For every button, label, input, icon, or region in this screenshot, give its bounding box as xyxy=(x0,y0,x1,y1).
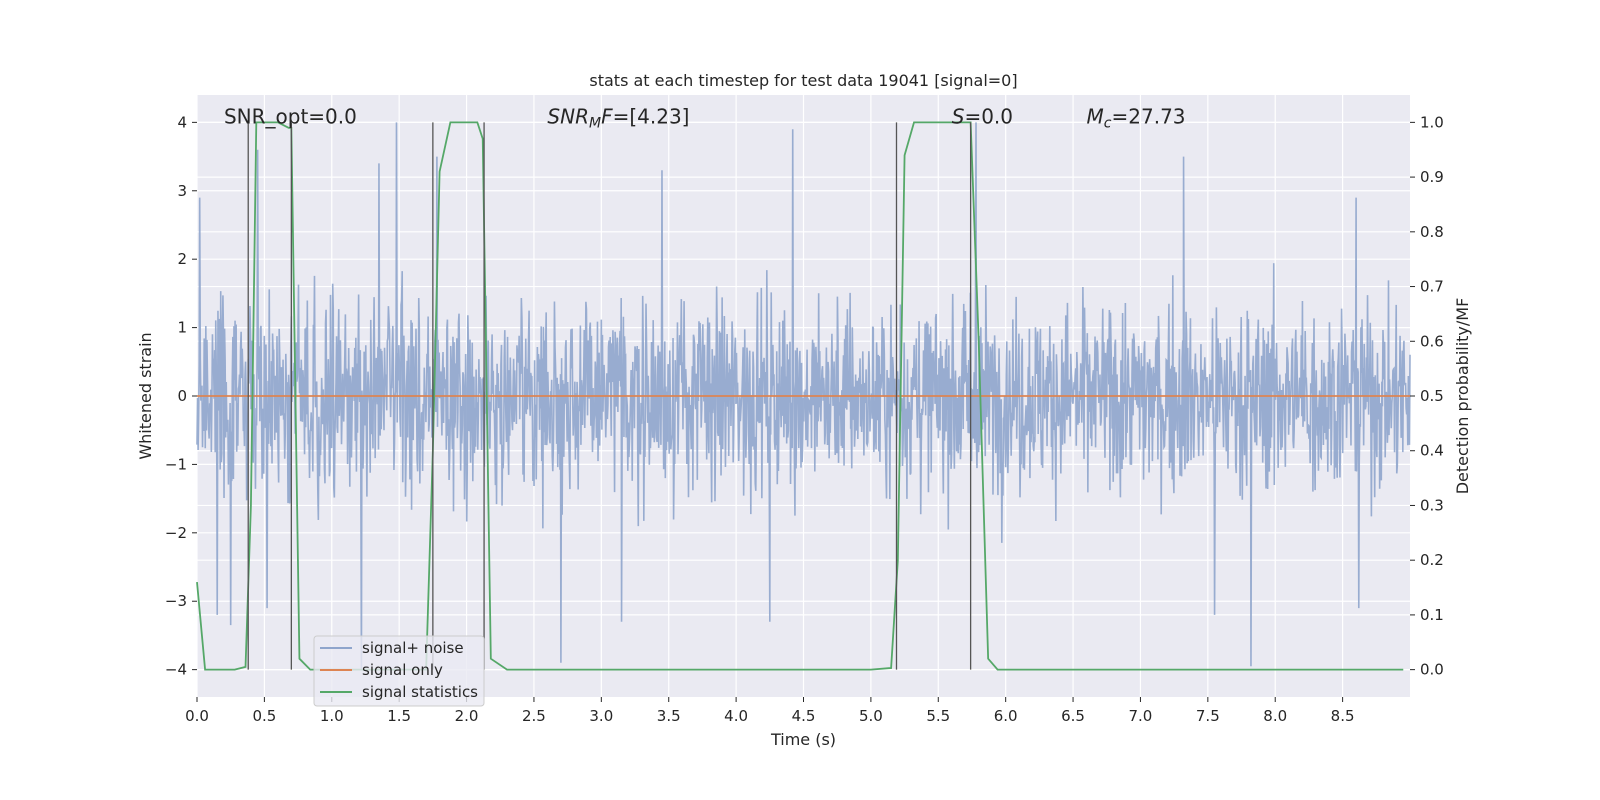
x-tick-label: 8.5 xyxy=(1331,707,1355,725)
x-tick-label: 7.0 xyxy=(1129,707,1153,725)
y-tick-label-right: 0.0 xyxy=(1420,661,1444,679)
y-tick-label-left: −2 xyxy=(165,524,187,542)
axis-ticks: 0.0 0.5 1.0 1.5 2.0 2.5 3.0 3.5 4.0 4.5 5.0 5.5 6.0 6… xyxy=(165,113,1444,725)
x-tick-label: 4.5 xyxy=(792,707,816,725)
annotation-3: S=0.0 xyxy=(952,104,1013,128)
y-axis-label-right: Detection probability/MF xyxy=(1453,298,1472,495)
y-tick-label-left: 1 xyxy=(177,319,187,337)
x-tick-label: 1.0 xyxy=(320,707,344,725)
legend: signal+ noise signal only signal statistic… xyxy=(313,635,485,707)
annotation-1: SNR_opt=0.0 xyxy=(224,104,357,128)
series-signal-statistics xyxy=(196,121,1404,671)
y-tick-label-right: 1.0 xyxy=(1420,113,1444,131)
y-tick-label-right: 0.1 xyxy=(1420,606,1444,624)
x-tick-label: 4.0 xyxy=(724,707,748,725)
x-tick-label: 2.5 xyxy=(522,707,546,725)
y-tick-label-left: 3 xyxy=(177,182,187,200)
x-tick-label: 0.0 xyxy=(185,707,209,725)
y-tick-label-right: 0.7 xyxy=(1420,278,1444,296)
x-tick-label: 7.5 xyxy=(1196,707,1220,725)
y-tick-label-left: −3 xyxy=(165,592,187,610)
x-tick-label: 8.0 xyxy=(1263,707,1287,725)
series-signal-noise xyxy=(196,122,1411,670)
x-tick-label: 0.5 xyxy=(252,707,276,725)
annotations: SNR_opt=0.0 SNRMF=[4.23] S=0.0 Mc=27.73 xyxy=(224,104,1186,131)
y-tick-label-right: 0.5 xyxy=(1420,387,1444,405)
x-tick-label: 3.0 xyxy=(589,707,613,725)
x-tick-label: 3.5 xyxy=(657,707,681,725)
annotation-4: Mc=27.73 xyxy=(1087,104,1186,131)
x-tick-label: 6.0 xyxy=(994,707,1018,725)
y-tick-label-right: 0.3 xyxy=(1420,496,1444,514)
series-signal-noise-line xyxy=(196,122,1411,670)
y-tick-label-right: 0.8 xyxy=(1420,223,1444,241)
series-lines xyxy=(196,121,1410,671)
y-tick-label-right: 0.4 xyxy=(1420,442,1444,460)
chart-title: stats at each timestep for test data 190… xyxy=(589,71,1017,90)
y-tick-label-right: 0.6 xyxy=(1420,332,1444,350)
legend-label: signal+ noise xyxy=(362,639,464,657)
x-axis-label: Time (s) xyxy=(770,730,836,749)
y-tick-label-left: 2 xyxy=(177,250,187,268)
x-tick-label: 5.0 xyxy=(859,707,883,725)
y-tick-label-right: 0.9 xyxy=(1420,168,1444,186)
y-tick-label-left: 0 xyxy=(177,387,187,405)
x-tick-label: 5.5 xyxy=(926,707,950,725)
y-axis-label-left: Whitened strain xyxy=(136,332,155,459)
y-tick-label-left: −1 xyxy=(165,455,187,473)
x-tick-label: 6.5 xyxy=(1061,707,1085,725)
y-tick-label-left: 4 xyxy=(177,113,187,131)
window-markers xyxy=(247,122,972,670)
legend-label: signal statistics xyxy=(362,683,478,701)
y-tick-label-right: 0.2 xyxy=(1420,551,1444,569)
annotation-2: SNRMF=[4.23] xyxy=(547,104,689,131)
x-tick-label: 1.5 xyxy=(387,707,411,725)
x-tick-label: 2.0 xyxy=(455,707,479,725)
legend-box xyxy=(313,635,485,707)
legend-label: signal only xyxy=(362,661,443,679)
y-tick-label-left: −4 xyxy=(165,661,187,679)
